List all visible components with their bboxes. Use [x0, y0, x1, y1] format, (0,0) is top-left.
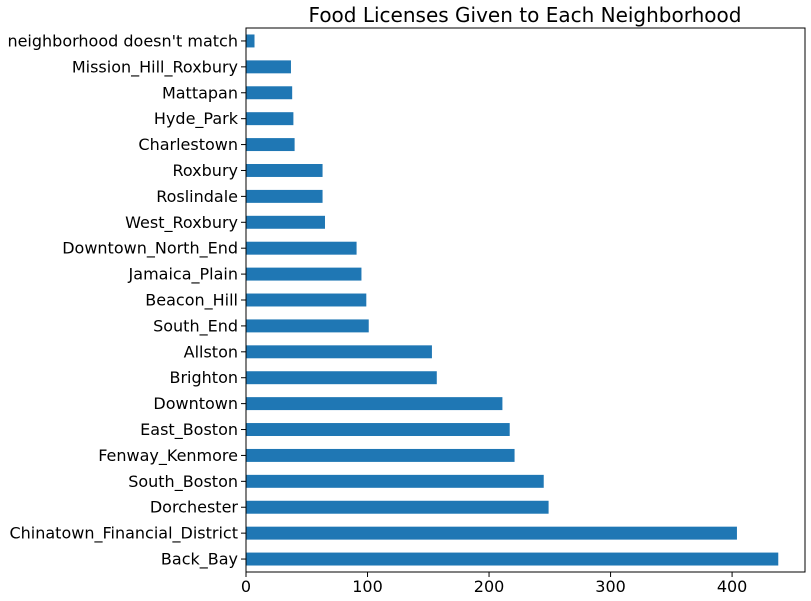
category-label: Mattapan [162, 83, 238, 102]
category-label: Downtown [153, 394, 238, 413]
bar [246, 112, 294, 126]
category-label: Hyde_Park [154, 109, 239, 129]
category-labels: Back_Bay Chinatown_Financial_District Dorc… [7, 31, 246, 570]
category-label: Dorchester [150, 498, 239, 517]
bar [246, 241, 357, 255]
x-tick-label: 400 [717, 577, 748, 596]
category-label: South_End [153, 316, 238, 336]
bar [246, 293, 367, 307]
bar [246, 500, 549, 514]
bar [246, 34, 255, 48]
plot-frame [245, 27, 806, 573]
bar [246, 474, 544, 488]
bar [246, 319, 369, 333]
bar [246, 526, 737, 540]
x-tick-label: 300 [595, 577, 626, 596]
bar [246, 164, 323, 177]
bar [246, 371, 437, 385]
category-label: Beacon_Hill [145, 291, 238, 311]
category-label: South_Boston [128, 472, 238, 492]
category-label: Roxbury [172, 161, 238, 180]
category-label: Allston [184, 342, 238, 361]
category-label: Brighton [170, 368, 239, 387]
category-label: East_Boston [140, 420, 238, 440]
x-axis: 0 100 200 300 400 [241, 572, 747, 596]
chart-title: Food Licenses Given to Each Neighborhood [309, 3, 742, 27]
category-label: Back_Bay [161, 550, 238, 570]
bar [246, 345, 432, 359]
x-tick-label: 100 [352, 577, 383, 596]
bar [246, 60, 291, 74]
bar [246, 86, 293, 100]
bars-layer [246, 34, 779, 566]
bar [246, 552, 779, 566]
x-tick-label: 200 [474, 577, 505, 596]
bar [246, 189, 323, 203]
bar [246, 215, 325, 229]
category-label: Chinatown_Financial_District [9, 524, 238, 544]
category-label: Charlestown [138, 135, 238, 154]
category-label: Downtown_North_End [62, 239, 238, 259]
category-label: Mission_Hill_Roxbury [72, 57, 238, 77]
bar [246, 138, 295, 152]
category-label: Fenway_Kenmore [98, 446, 238, 466]
bar [246, 267, 362, 281]
category-label: neighborhood doesn't match [7, 31, 238, 50]
category-label: West_Roxbury [125, 213, 238, 233]
bar [246, 397, 503, 411]
bar [246, 423, 510, 436]
category-label: Jamaica_Plain [128, 265, 238, 285]
category-label: Roslindale [156, 187, 238, 206]
bar [246, 448, 515, 462]
x-tick-label: 0 [241, 577, 251, 596]
